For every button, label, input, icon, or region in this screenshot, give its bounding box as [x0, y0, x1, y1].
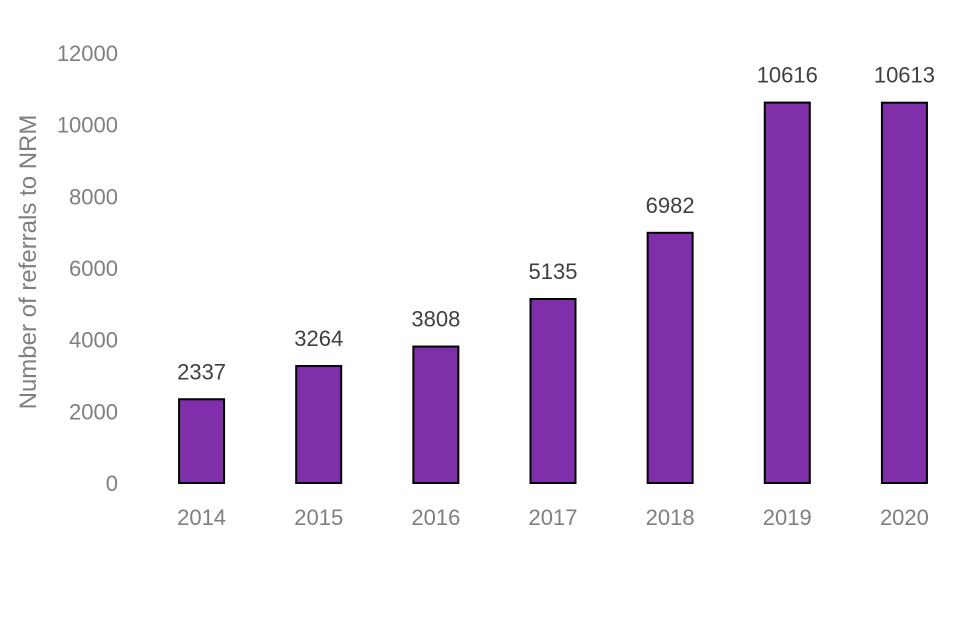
data-label: 2337: [177, 359, 226, 384]
bar-2015: [295, 365, 343, 485]
x-tick-label: 2015: [294, 505, 343, 530]
y-ticks: 0 2000 4000 6000 8000 10000 12000: [57, 41, 118, 496]
bar-2018: [646, 231, 694, 484]
y-axis-label: Number of referrals to NRM: [15, 115, 42, 410]
bar-2020: [880, 101, 928, 484]
y-tick-label: 6000: [69, 256, 118, 281]
y-tick-label: 8000: [69, 184, 118, 209]
bar-2014: [178, 398, 226, 485]
x-tick-label: 2019: [763, 505, 812, 530]
data-labels: 2337 3264 3808 5135 6982 10616 10613: [177, 63, 935, 385]
x-tick-label: 2016: [411, 505, 460, 530]
bar-2017: [529, 297, 577, 484]
y-tick-label: 10000: [57, 113, 118, 138]
data-label: 3264: [294, 326, 343, 351]
y-tick-label: 2000: [69, 399, 118, 424]
x-tick-label: 2018: [646, 505, 695, 530]
bar-2019: [763, 101, 811, 485]
y-tick-label: 12000: [57, 41, 118, 66]
data-label: 10616: [757, 63, 818, 88]
x-tick-label: 2017: [529, 505, 578, 530]
bars: [178, 101, 928, 485]
y-tick-label: 0: [106, 471, 118, 496]
data-label: 6982: [646, 193, 695, 218]
y-tick-label: 4000: [69, 328, 118, 353]
data-label: 10613: [874, 63, 935, 88]
x-tick-label: 2020: [880, 505, 929, 530]
bar-2016: [412, 345, 460, 484]
x-ticks: 2014 2015 2016 2017 2018 2019 2020: [177, 505, 929, 530]
data-label: 5135: [529, 259, 578, 284]
data-label: 3808: [411, 307, 460, 332]
x-tick-label: 2014: [177, 505, 226, 530]
